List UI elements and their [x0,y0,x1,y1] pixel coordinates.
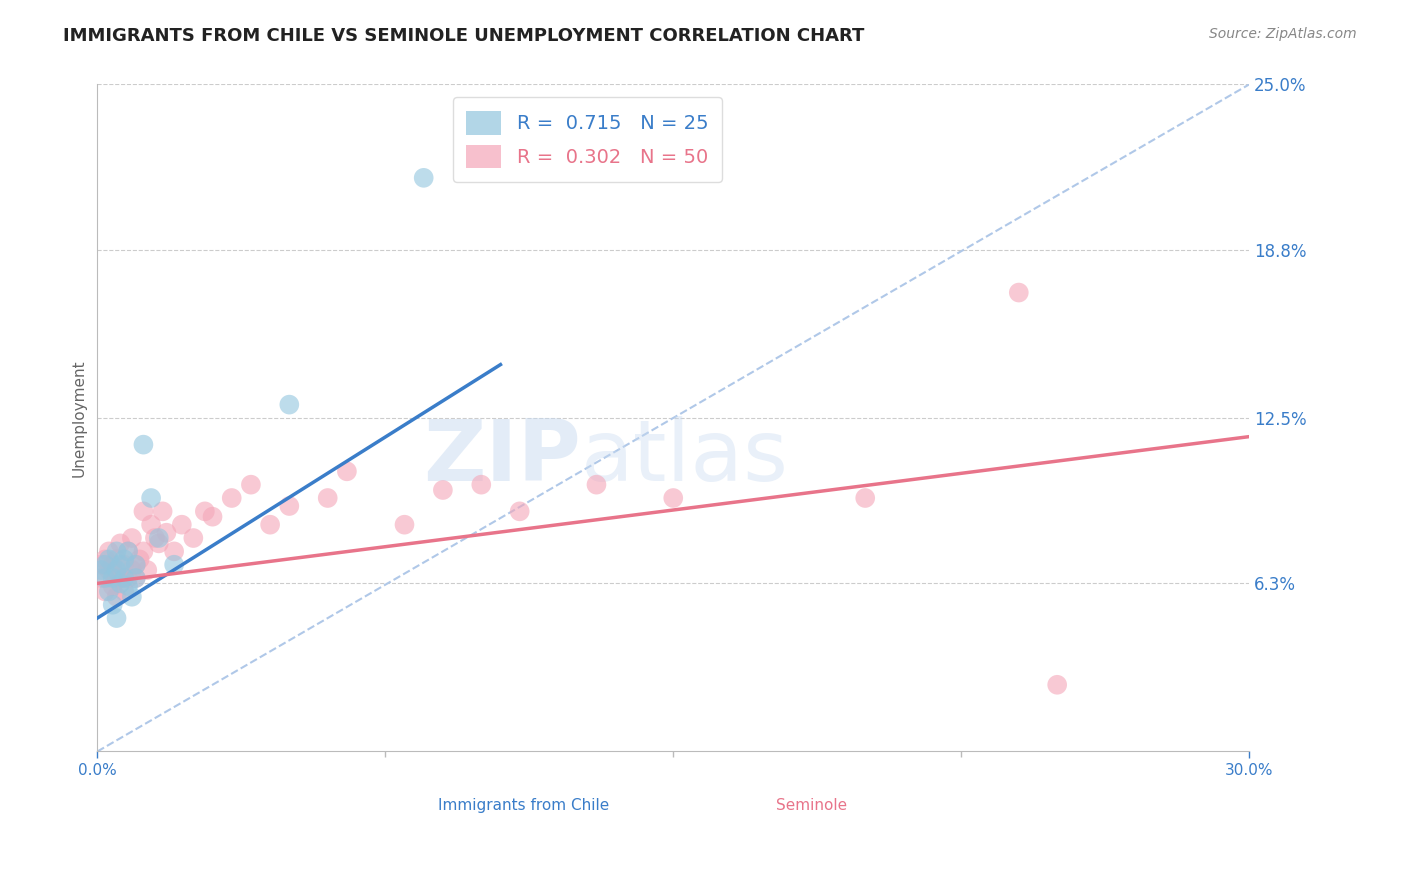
Point [105,611,128,625]
Point [194,504,217,518]
Point [94,584,117,599]
Point [143,531,166,545]
Text: IMMIGRANTS FROM CHILE VS SEMINOLE UNEMPLOYMENT CORRELATION CHART: IMMIGRANTS FROM CHILE VS SEMINOLE UNEMPL… [63,27,865,45]
Point [662,491,685,505]
Point [105,590,128,604]
Point [148,536,170,550]
Point [125,571,148,585]
Text: Immigrants from Chile: Immigrants from Chile [437,798,609,814]
Point [125,558,148,572]
Point [112,558,135,572]
Point [1046,678,1069,692]
Point [97,584,120,599]
Point [183,531,205,545]
Point [412,170,434,185]
Point [101,571,124,585]
Point [148,531,170,545]
Point [121,590,143,604]
Point [105,571,128,585]
Point [336,464,359,478]
Point [155,525,177,540]
Point [97,552,120,566]
Point [853,491,876,505]
Point [97,563,120,577]
Point [128,552,150,566]
Point [259,517,281,532]
Point [101,598,124,612]
Point [101,579,124,593]
Point [152,504,174,518]
Point [117,544,139,558]
Point [163,558,186,572]
Point [112,552,135,566]
Point [97,544,120,558]
Point [94,552,117,566]
Point [278,499,301,513]
Point [136,563,159,577]
Point [105,552,128,566]
Point [121,531,143,545]
Point [132,504,155,518]
Point [105,544,128,558]
Point [221,491,243,505]
Point [90,558,112,572]
Text: ZIP: ZIP [423,417,581,500]
Point [112,584,135,599]
Point [1008,285,1031,300]
Point [239,477,262,491]
Point [139,491,162,505]
Point [278,398,301,412]
Point [110,571,132,585]
Point [117,544,139,558]
Point [316,491,339,505]
Point [394,517,416,532]
Point [101,558,124,572]
Point [432,483,454,497]
Point [132,544,155,558]
Point [201,509,224,524]
Point [110,558,132,572]
Point [90,571,112,585]
Legend: R =  0.715   N = 25, R =  0.302   N = 50: R = 0.715 N = 25, R = 0.302 N = 50 [453,97,723,182]
Point [121,563,143,577]
Point [94,558,117,572]
Point [90,563,112,577]
Point [139,517,162,532]
Point [105,563,128,577]
Point [132,437,155,451]
Y-axis label: Unemployment: Unemployment [72,359,86,476]
Text: Source: ZipAtlas.com: Source: ZipAtlas.com [1209,27,1357,41]
Point [125,558,148,572]
Point [110,576,132,591]
Point [117,579,139,593]
Point [117,571,139,585]
Point [163,544,186,558]
Text: atlas: atlas [581,417,789,500]
Point [112,571,135,585]
Point [94,571,117,585]
Point [125,571,148,585]
Point [110,536,132,550]
Point [470,477,492,491]
Point [170,517,193,532]
Text: Seminole: Seminole [776,798,846,814]
Point [509,504,531,518]
Point [585,477,607,491]
